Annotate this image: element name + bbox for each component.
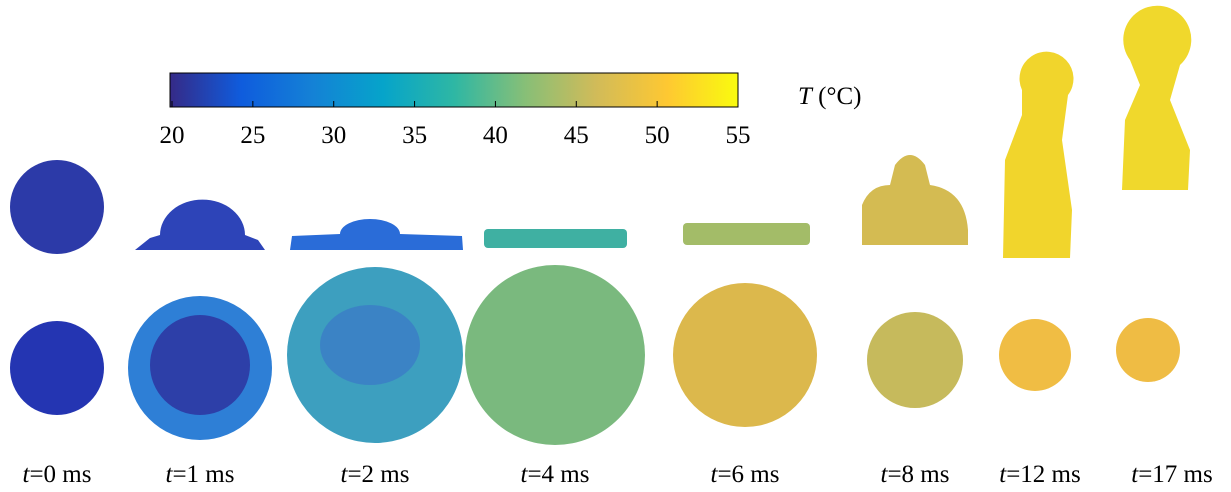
frame-time: =0 ms bbox=[29, 461, 91, 488]
droplet-bottom bbox=[673, 283, 817, 427]
frame-time: =1 ms bbox=[172, 461, 234, 488]
colorbar bbox=[170, 73, 738, 107]
frame-time: =6 ms bbox=[717, 461, 779, 488]
colorbar-ticks: 20 25 30 35 40 45 50 55 bbox=[160, 101, 751, 149]
frame-label: t=8 ms bbox=[881, 461, 950, 488]
tick-label: 25 bbox=[240, 122, 265, 149]
tick-label: 30 bbox=[321, 122, 346, 149]
droplet-inner bbox=[320, 305, 420, 385]
tick-label: 50 bbox=[645, 122, 670, 149]
frame-time: =8 ms bbox=[887, 461, 949, 488]
droplet-top bbox=[862, 155, 968, 245]
droplet-inner bbox=[150, 315, 250, 415]
droplet-bottom bbox=[465, 265, 645, 445]
droplet-bottom bbox=[1116, 318, 1180, 382]
frame-label: t=4 ms bbox=[521, 461, 590, 488]
frame-time: =4 ms bbox=[527, 461, 589, 488]
droplet-top bbox=[290, 219, 463, 250]
tick-label: 40 bbox=[483, 122, 508, 149]
droplet-top bbox=[1003, 52, 1074, 258]
droplet-top bbox=[135, 200, 265, 250]
tick-label: 20 bbox=[160, 122, 185, 149]
colorbar-var: T bbox=[798, 83, 814, 110]
frame-label: t=2 ms bbox=[341, 461, 410, 488]
tick-label: 45 bbox=[564, 122, 589, 149]
droplet-top bbox=[1122, 6, 1191, 190]
frame-time: =2 ms bbox=[347, 461, 409, 488]
frame-label: t=6 ms bbox=[711, 461, 780, 488]
droplet-top bbox=[683, 223, 810, 245]
droplet-bottom bbox=[867, 312, 963, 408]
frame-time: =17 ms bbox=[1138, 461, 1213, 488]
page: {"colorbar": {"var": "T", "unit": "(°C)"… bbox=[0, 0, 1231, 492]
frame-label: t=1 ms bbox=[166, 461, 235, 488]
frame-label: t=0 ms bbox=[23, 461, 92, 488]
frame-time: =12 ms bbox=[1006, 461, 1081, 488]
droplet-bottom bbox=[10, 321, 104, 415]
tick-label: 55 bbox=[726, 122, 751, 149]
droplet-bottom bbox=[999, 319, 1071, 391]
droplet-top bbox=[484, 229, 627, 248]
frame-label: t=12 ms bbox=[999, 461, 1080, 488]
droplets bbox=[10, 6, 1191, 445]
frame-label: t=17 ms bbox=[1131, 461, 1212, 488]
droplet-top bbox=[10, 160, 104, 254]
colorbar-label: T (°C) bbox=[798, 83, 861, 110]
frame-labels: t=0 ms t=1 ms t=2 ms t=4 ms t=6 ms t=8 ms t=12… bbox=[23, 461, 1213, 488]
colorbar-unit: (°C) bbox=[818, 83, 861, 110]
figure: T (°C) 20 25 30 35 40 45 50 55 t=0 ms t=1 ms t=2 … bbox=[0, 0, 1231, 492]
tick-label: 35 bbox=[402, 122, 427, 149]
